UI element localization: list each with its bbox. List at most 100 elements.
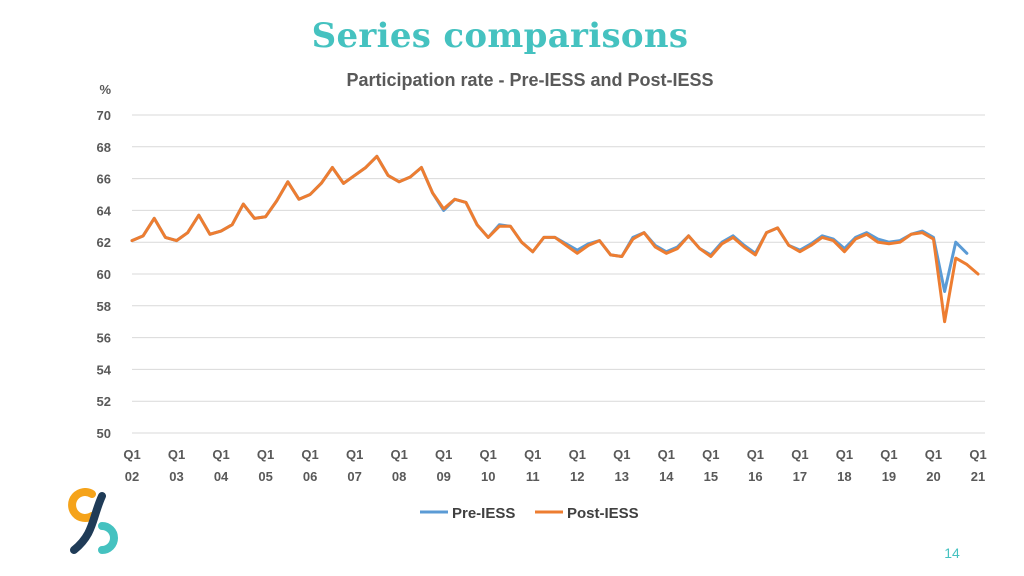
data-point [720, 242, 724, 245]
x-tick-label: Q1 [301, 447, 318, 462]
x-tick-label: Q1 [390, 447, 407, 462]
data-point [876, 241, 880, 244]
data-point [375, 155, 379, 158]
x-tick-label: Q1 [925, 447, 942, 462]
data-point [364, 166, 367, 169]
x-tick-label: 06 [303, 469, 317, 484]
x-tick-label: Q1 [168, 447, 185, 462]
legend-label: Pre-IESS [452, 505, 515, 522]
data-point [898, 241, 902, 244]
y-tick-label: 50 [97, 426, 111, 441]
data-point [509, 225, 512, 228]
x-tick-label: 04 [214, 469, 229, 484]
data-point [765, 231, 768, 234]
chart-title: Participation rate - Pre-IESS and Post-I… [346, 70, 714, 90]
x-tick-label: Q1 [880, 447, 897, 462]
x-tick-label: 21 [971, 469, 985, 484]
series-line-post-iess [130, 154, 980, 324]
y-tick-label: 54 [97, 362, 112, 377]
data-point [164, 236, 167, 239]
x-tick-label: Q1 [212, 447, 229, 462]
data-point [787, 244, 790, 247]
data-point [353, 174, 356, 177]
data-point [954, 256, 957, 260]
y-tick-label: 58 [97, 299, 111, 314]
x-tick-label: 17 [793, 469, 807, 484]
data-point [576, 248, 579, 252]
data-point [208, 233, 212, 236]
y-tick-label: 52 [97, 394, 111, 409]
data-point [342, 182, 345, 185]
x-tick-label: 19 [882, 469, 896, 484]
data-point [331, 166, 334, 169]
data-point [576, 252, 579, 255]
x-tick-label: 07 [347, 469, 361, 484]
x-tick-label: Q1 [569, 447, 586, 462]
data-point [175, 239, 178, 242]
data-point [731, 236, 735, 239]
x-tick-label: 15 [704, 469, 718, 484]
y-tick-label: 62 [97, 235, 111, 250]
y-axis-label: % [99, 82, 111, 97]
data-point [141, 234, 145, 238]
legend-label: Post-IESS [567, 505, 639, 522]
logo-navy-stroke [70, 492, 106, 554]
data-point [587, 244, 590, 247]
x-tick-label: 11 [526, 469, 540, 484]
data-point [631, 237, 635, 241]
data-point [219, 229, 223, 233]
data-point [275, 199, 278, 203]
x-tick-label: 18 [837, 469, 851, 484]
data-point [843, 250, 846, 253]
data-point [653, 245, 657, 249]
data-point [820, 236, 824, 239]
data-point [253, 217, 256, 220]
x-tick-label: 02 [125, 469, 139, 484]
data-point [442, 207, 445, 211]
x-tick-label: Q1 [836, 447, 853, 462]
data-point [153, 217, 156, 220]
data-point [464, 201, 468, 204]
data-point [542, 236, 546, 239]
x-tick-label: 16 [748, 469, 762, 484]
data-point [186, 231, 189, 234]
data-point [320, 182, 323, 185]
data-point [665, 252, 668, 255]
data-point [809, 244, 813, 247]
logo-teal-circle [98, 522, 118, 554]
x-tick-label: Q1 [524, 447, 541, 462]
x-tick-label: Q1 [346, 447, 363, 462]
data-point [743, 245, 746, 249]
x-tick-label: 03 [169, 469, 183, 484]
data-point [420, 166, 423, 169]
x-tick-label: 10 [481, 469, 495, 484]
x-tick-label: Q1 [702, 447, 719, 462]
series-line-pre-iess [130, 154, 969, 293]
logo-orange-arc [68, 488, 96, 522]
data-point [776, 226, 779, 230]
data-point [943, 290, 946, 293]
data-point [887, 242, 891, 245]
data-point [798, 250, 802, 253]
x-tick-label: 14 [659, 469, 674, 484]
data-point [431, 191, 434, 195]
data-point [487, 236, 490, 239]
data-point [687, 234, 690, 238]
data-point [932, 237, 935, 241]
y-tick-label: 64 [97, 203, 112, 218]
x-tick-label: Q1 [658, 447, 675, 462]
data-point [965, 252, 969, 255]
brand-logo-icon [68, 488, 118, 554]
data-point [976, 272, 980, 276]
data-point [832, 239, 835, 242]
data-point [230, 223, 234, 226]
data-point [965, 263, 969, 266]
x-tick-label: 12 [570, 469, 584, 484]
page-number: 14 [944, 545, 960, 561]
y-tick-label: 68 [97, 140, 111, 155]
data-point [642, 231, 646, 234]
data-point [264, 215, 267, 218]
data-point [910, 233, 913, 236]
data-point [921, 231, 924, 234]
x-tick-label: 05 [258, 469, 272, 484]
